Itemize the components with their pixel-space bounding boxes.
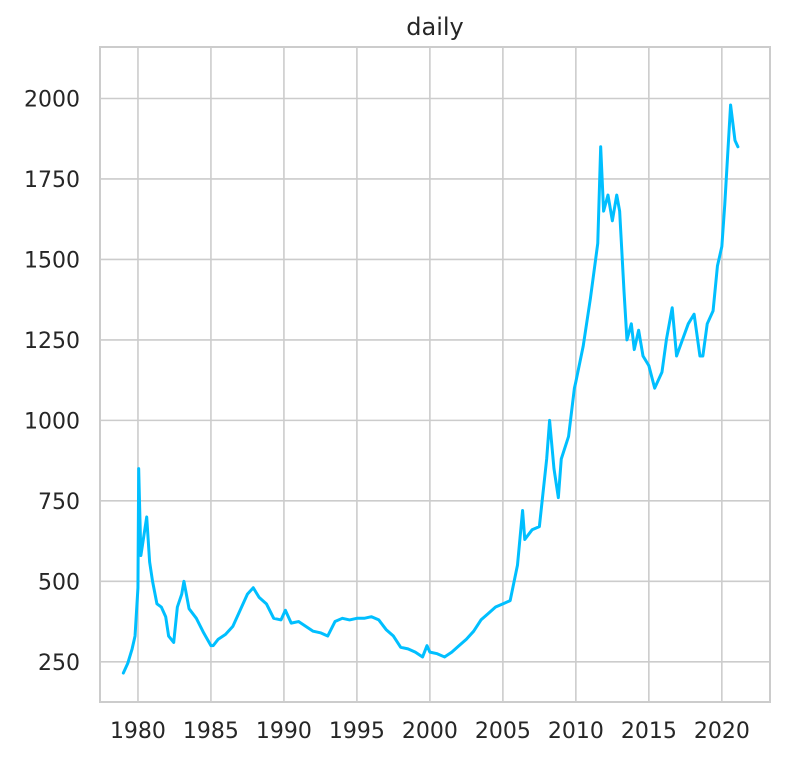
y-tick-label: 1750 [24, 168, 80, 193]
series-layer [121, 103, 740, 675]
x-axis-ticks: 1980 1985 1990 1995 2000 2005 2010 2015 2020 [110, 719, 750, 744]
y-axis-ticks: 250 500 750 1000 1250 1500 1750 2000 [24, 87, 80, 675]
y-tick-label: 500 [38, 570, 80, 595]
x-tick-label: 2005 [475, 719, 531, 744]
x-tick-label: 1980 [110, 719, 166, 744]
series-line [121, 103, 740, 675]
y-tick-label: 1250 [24, 329, 80, 354]
x-tick-label: 1985 [183, 719, 239, 744]
y-tick-label: 1500 [24, 248, 80, 273]
y-tick-label: 2000 [24, 87, 80, 112]
plot-frame [99, 46, 771, 703]
x-tick-label: 1990 [256, 719, 312, 744]
chart-title: daily [406, 13, 463, 41]
x-tick-label: 2015 [621, 719, 677, 744]
y-tick-label: 1000 [24, 409, 80, 434]
x-tick-label: 2000 [402, 719, 458, 744]
y-tick-label: 250 [38, 651, 80, 676]
grid-layer [100, 47, 770, 702]
y-tick-label: 750 [38, 490, 80, 515]
x-tick-label: 1995 [329, 719, 385, 744]
x-tick-label: 2020 [694, 719, 750, 744]
x-tick-label: 2010 [548, 719, 604, 744]
